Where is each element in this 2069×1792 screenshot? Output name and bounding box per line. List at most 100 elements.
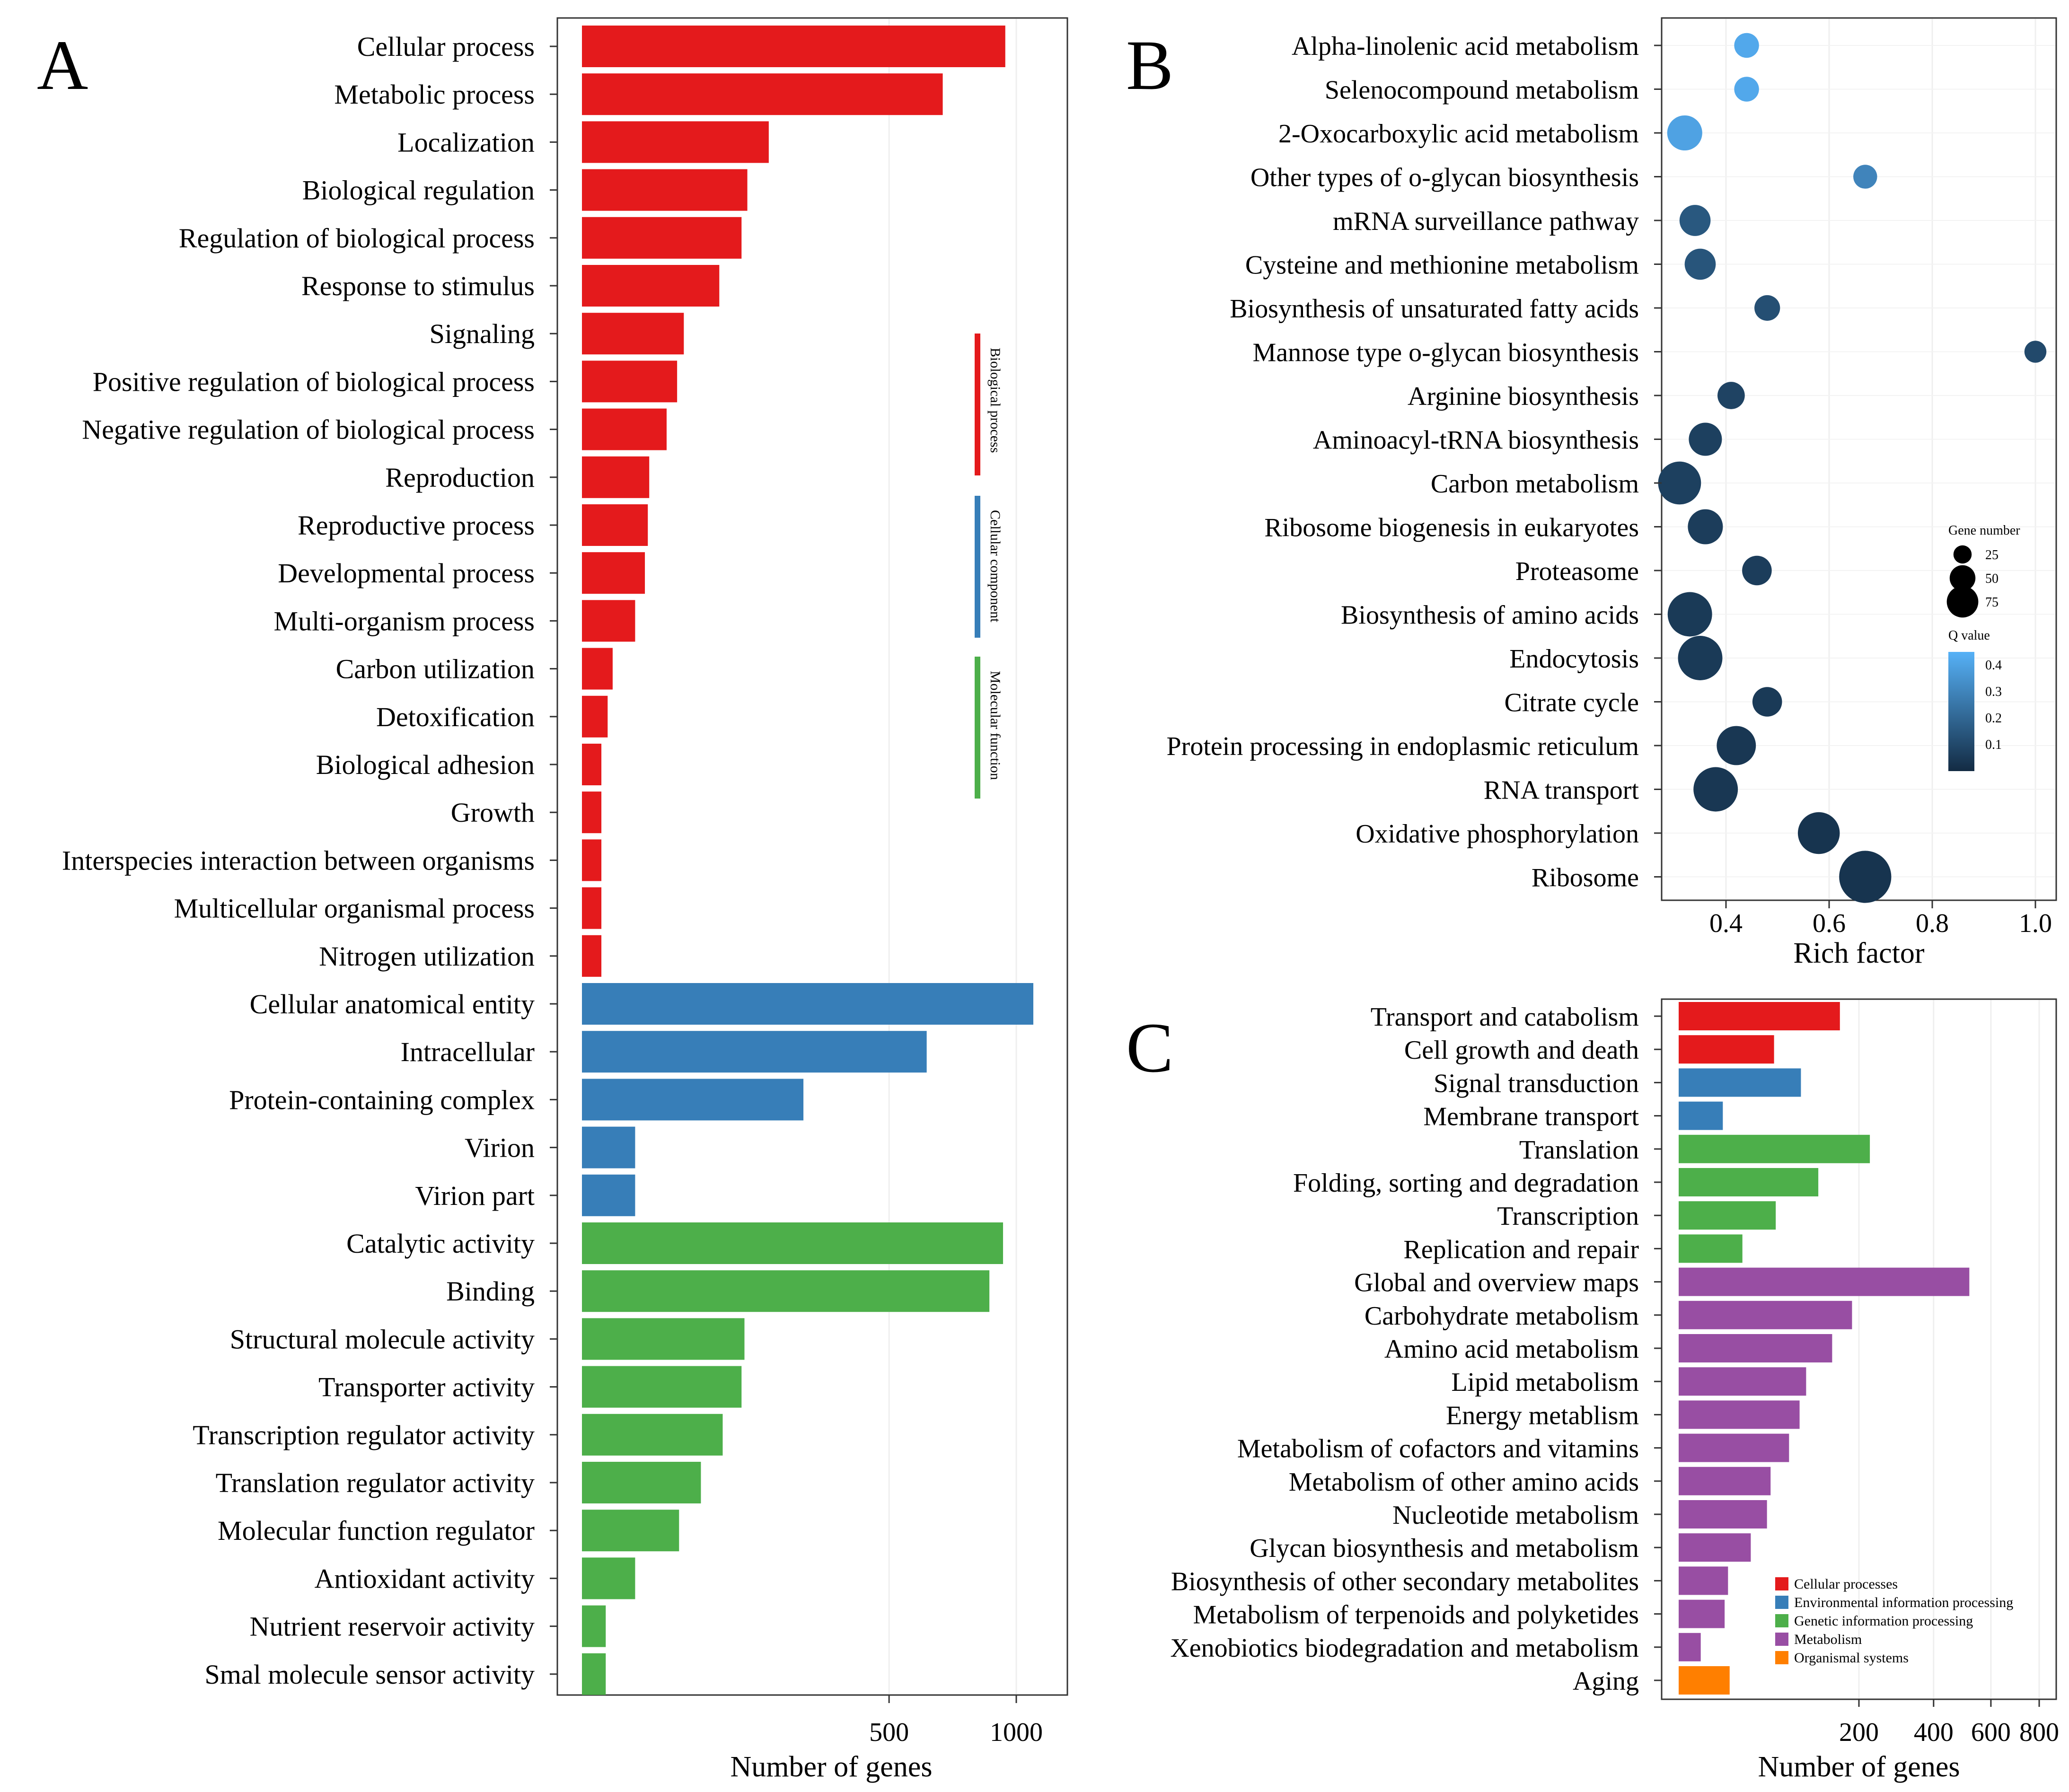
bar-multicellular-organismal-process xyxy=(582,887,602,929)
label-reproduction: Reproduction xyxy=(385,462,535,493)
bar-virion-part xyxy=(582,1174,635,1216)
panel-c-x-ticks: 200 400 600 800 xyxy=(1839,1699,2059,1747)
panel-a-x-axis-title: Number of genes xyxy=(731,1751,933,1783)
legend-swatch-environmental-information-processing xyxy=(1775,1596,1788,1609)
color-legend-title: Q value xyxy=(1948,628,1990,643)
legend-swatch-metabolism xyxy=(1775,1633,1788,1646)
legend-swatch-cellular-processes xyxy=(1775,1577,1788,1590)
label-arginine-biosynthesis: Arginine biosynthesis xyxy=(1408,382,1639,411)
panel-label-b: B xyxy=(1126,26,1173,105)
bar-antioxidant-activity xyxy=(582,1557,635,1599)
label-multi-organism-process: Multi-organism process xyxy=(274,606,535,636)
bar-detoxification xyxy=(582,695,608,738)
x-tick-label: 0.4 xyxy=(1709,909,1743,938)
group-label-biological-process: Biological process xyxy=(987,348,1003,453)
label-developmental-process: Developmental process xyxy=(278,558,535,589)
point-alpha-linolenic-acid-metabolism xyxy=(1734,33,1759,58)
label-protein-processing-in-endoplasmic-reticulum: Protein processing in endoplasmic reticu… xyxy=(1167,732,1639,761)
panel-a-gridlines xyxy=(888,19,1017,1694)
size-legend-dot xyxy=(1946,586,1979,618)
bar-transcription xyxy=(1679,1201,1776,1230)
label-virion-part: Virion part xyxy=(415,1180,535,1211)
legend-label-cellular-processes: Cellular processes xyxy=(1794,1576,1898,1592)
label-proteasome: Proteasome xyxy=(1515,557,1639,586)
bar-metabolism-of-other-amino-acids xyxy=(1679,1467,1771,1495)
bar-membrane-transport xyxy=(1679,1101,1723,1130)
label-cellular-anatomical-entity: Cellular anatomical entity xyxy=(250,989,535,1019)
panel-label-a: A xyxy=(37,26,88,105)
bar-signal-transduction xyxy=(1679,1068,1801,1097)
label-growth: Growth xyxy=(451,797,535,828)
bar-global-and-overview-maps xyxy=(1679,1267,1970,1296)
bar-translation xyxy=(1679,1134,1870,1163)
panel-a-go-bar-chart: Cellular process Metabolic process Localiz… xyxy=(62,17,1068,1783)
label-carbon-metabolism: Carbon metabolism xyxy=(1431,469,1639,499)
panel-b-gridlines xyxy=(1663,19,2055,899)
label-citrate-cycle: Citrate cycle xyxy=(1504,688,1639,718)
bar-negative-regulation-of-biological-process xyxy=(582,408,667,450)
label-signal-transduction: Signal transduction xyxy=(1434,1069,1639,1098)
label-intracellular: Intracellular xyxy=(401,1037,535,1067)
label-protein-containing-complex: Protein-containing complex xyxy=(229,1084,535,1115)
bar-interspecies-interaction-between-organisms xyxy=(582,839,602,881)
size-legend-label: 25 xyxy=(1985,548,1999,562)
bar-amino-acid-metabolism xyxy=(1679,1334,1832,1362)
point-cysteine-and-methionine-metabolism xyxy=(1684,248,1716,280)
color-legend-label: 0.1 xyxy=(1985,738,2002,752)
legend-swatch-organismal-systems xyxy=(1775,1651,1788,1664)
x-tick-label: 800 xyxy=(2019,1718,2059,1747)
bar-protein-containing-complex xyxy=(582,1079,804,1121)
size-legend-dot xyxy=(1953,545,1972,564)
label-biological-adhesion: Biological adhesion xyxy=(316,749,535,780)
label-carbohydrate-metabolism: Carbohydrate metabolism xyxy=(1365,1301,1639,1331)
label-cell-growth-and-death: Cell growth and death xyxy=(1404,1036,1639,1065)
bar-metabolic-process xyxy=(582,73,943,115)
bar-signaling xyxy=(582,313,684,355)
bar-glycan-biosynthesis-and-metabolism xyxy=(1679,1533,1751,1562)
bar-carbohydrate-metabolism xyxy=(1679,1300,1852,1329)
label-regulation-of-biological-process: Regulation of biological process xyxy=(179,223,535,254)
point-mrna-surveillance-pathway xyxy=(1679,205,1711,236)
group-label-cellular-component: Cellular component xyxy=(987,510,1003,623)
point-selenocompound-metabolism xyxy=(1734,77,1759,102)
bar-biological-adhesion xyxy=(582,744,602,785)
label-amino-acid-metabolism: Amino acid metabolism xyxy=(1384,1335,1639,1364)
label-ribosome-biogenesis-in-eukaryotes: Ribosome biogenesis in eukaryotes xyxy=(1264,513,1639,543)
bar-smal-molecule-sensor-activity xyxy=(582,1653,606,1695)
bar-biosynthesis-of-other-secondary-metabolites xyxy=(1679,1566,1728,1595)
label-2-oxocarboxylic-acid-metabolism: 2-Oxocarboxylic acid metabolism xyxy=(1278,119,1639,149)
x-tick-label: 0.6 xyxy=(1813,909,1846,938)
label-aging: Aging xyxy=(1573,1667,1639,1696)
point-aminoacyl-trna-biosynthesis xyxy=(1689,422,1722,456)
label-transport-and-catabolism: Transport and catabolism xyxy=(1371,1002,1639,1032)
label-molecular-function-regulator: Molecular function regulator xyxy=(218,1515,535,1546)
label-biological-regulation: Biological regulation xyxy=(302,175,535,206)
label-positive-regulation-of-biological-process: Positive regulation of biological proces… xyxy=(93,366,535,397)
label-binding: Binding xyxy=(446,1276,535,1307)
bar-growth xyxy=(582,791,602,834)
point-endocytosis xyxy=(1678,636,1723,680)
label-glycan-biosynthesis-and-metabolism: Glycan biosynthesis and metabolism xyxy=(1250,1534,1639,1563)
point-biosynthesis-of-unsaturated-fatty-acids xyxy=(1754,295,1780,321)
label-transporter-activity: Transporter activity xyxy=(318,1372,535,1403)
label-transcription-regulator-activity: Transcription regulator activity xyxy=(193,1420,535,1450)
label-biosynthesis-of-unsaturated-fatty-acids: Biosynthesis of unsaturated fatty acids xyxy=(1230,294,1639,324)
size-legend-label: 50 xyxy=(1985,571,1999,586)
label-alpha-linolenic-acid-metabolism: Alpha-linolenic acid metabolism xyxy=(1292,32,1639,61)
panel-b-points xyxy=(1658,33,2047,903)
size-legend-label: 75 xyxy=(1985,595,1999,610)
bar-developmental-process xyxy=(582,552,645,594)
label-endocytosis: Endocytosis xyxy=(1509,644,1639,674)
panel-c-x-axis-title: Number of genes xyxy=(1758,1751,1960,1783)
label-folding-sorting-and-degradation: Folding, sorting and degradation xyxy=(1293,1168,1639,1198)
label-membrane-transport: Membrane transport xyxy=(1423,1102,1639,1132)
panel-c-bars xyxy=(1679,1002,1970,1695)
bar-carbon-utilization xyxy=(582,648,613,690)
label-response-to-stimulus: Response to stimulus xyxy=(301,271,535,301)
label-nutrient-reservoir-activity: Nutrient reservoir activity xyxy=(250,1611,535,1642)
bar-response-to-stimulus xyxy=(582,265,720,307)
panel-c-gridlines xyxy=(1858,1000,2040,1698)
panel-b-x-ticks: 0.4 0.6 0.8 1.0 xyxy=(1709,900,2052,938)
label-ribosome: Ribosome xyxy=(1532,863,1639,893)
